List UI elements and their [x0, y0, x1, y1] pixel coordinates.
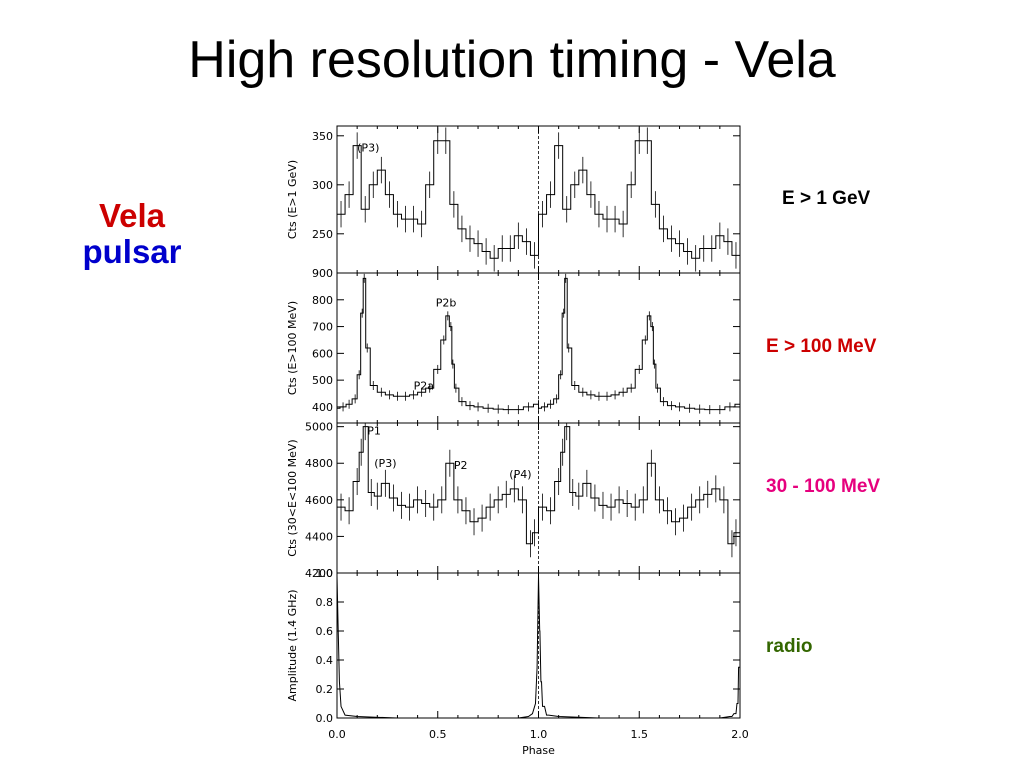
annotation-label: P2b	[436, 296, 457, 309]
y-tick-label: 4600	[305, 494, 333, 507]
label-e-gt-1gev: E > 1 GeV	[782, 188, 871, 209]
x-tick-label: 0.0	[328, 728, 346, 741]
y-axis-title: Amplitude (1.4 GHz)	[286, 589, 299, 701]
x-axis-title: Phase	[522, 744, 555, 757]
y-tick-label: 500	[312, 374, 333, 387]
y-tick-label: 0.8	[316, 596, 334, 609]
annotation-label: (P3)	[357, 142, 379, 155]
vela-pulsar-label: Vela pulsar	[62, 198, 202, 270]
y-axis-title: Cts (E>1 GeV)	[286, 160, 299, 239]
series-line	[337, 575, 740, 718]
annotation-label: P2a	[414, 380, 434, 393]
y-tick-label: 0.6	[316, 625, 334, 638]
y-tick-label: 4200	[305, 567, 333, 580]
y-tick-label: 250	[312, 228, 333, 241]
series-line	[337, 140, 740, 259]
label-30-100mev: 30 - 100 MeV	[766, 476, 881, 497]
annotation-label: (P3)	[374, 457, 396, 470]
x-tick-label: 1.0	[530, 728, 548, 741]
y-tick-label: 0.0	[316, 712, 334, 725]
y-tick-label: 700	[312, 321, 333, 334]
annotation-label: P2	[454, 459, 468, 472]
y-tick-label: 0.2	[316, 683, 334, 696]
y-tick-label: 800	[312, 294, 333, 307]
light-curve-plot: 250 300 350 Cts (E>1 GeV) (P3) 400 500 600 700 80…	[286, 125, 749, 757]
y-tick-label: 600	[312, 347, 333, 360]
annotation-label: P1	[367, 424, 381, 437]
label-e-gt-100mev: E > 100 MeV	[766, 336, 877, 357]
y-tick-label: 350	[312, 130, 333, 143]
y-tick-label: 5000	[305, 421, 333, 434]
x-tick-label: 2.0	[731, 728, 749, 741]
y-tick-label: 4400	[305, 530, 333, 543]
y-tick-label: 1.0	[316, 567, 334, 580]
pulsar-label: pulsar	[82, 233, 182, 270]
y-tick-label: 300	[312, 179, 333, 192]
y-tick-label: 4800	[305, 457, 333, 470]
y-tick-label: 0.4	[316, 654, 334, 667]
y-tick-label: 400	[312, 401, 333, 414]
y-axis-title: Cts (30<E<100 MeV)	[286, 439, 299, 556]
y-tick-label: 900	[312, 267, 333, 280]
x-tick-label: 1.5	[631, 728, 649, 741]
series-line	[337, 426, 740, 545]
vela-label: Vela	[98, 197, 166, 234]
slide-title: High resolution timing - Vela	[188, 31, 836, 89]
y-axis-title: Cts (E>100 MeV)	[286, 301, 299, 395]
x-tick-label: 0.5	[429, 728, 447, 741]
label-radio: radio	[766, 636, 813, 657]
annotation-label: (P4)	[509, 468, 531, 481]
